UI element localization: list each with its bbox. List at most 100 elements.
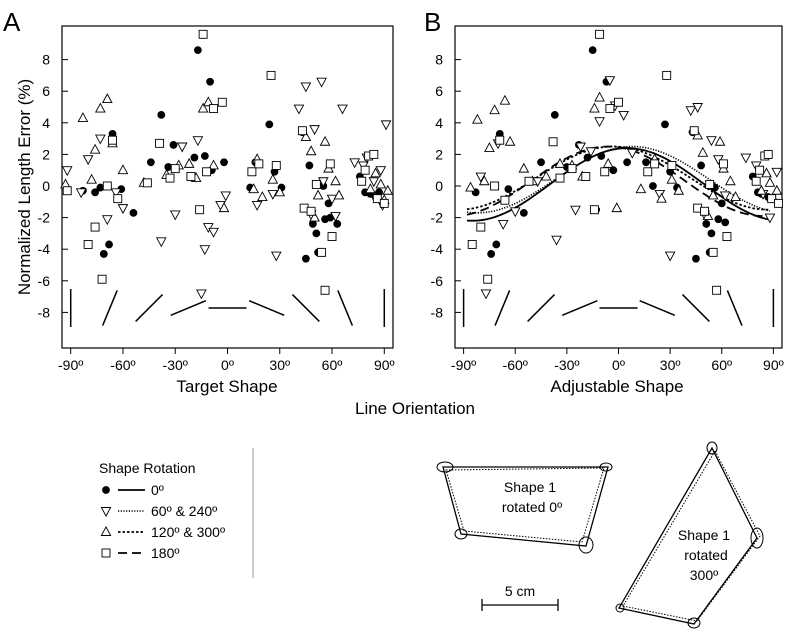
data-point <box>99 250 108 258</box>
data-point <box>379 198 389 208</box>
data-point <box>609 166 618 175</box>
y-tick-label: 2 <box>42 146 50 162</box>
data-point <box>763 149 773 159</box>
data-point <box>497 219 509 230</box>
data-point <box>300 131 312 141</box>
data-point <box>370 167 381 178</box>
data-point <box>490 181 500 191</box>
data-point <box>706 136 717 147</box>
shape-2-label: Shape 1 <box>678 527 730 543</box>
data-point <box>666 173 678 184</box>
data-point <box>771 184 783 195</box>
data-point <box>96 183 105 192</box>
data-point <box>90 222 100 232</box>
data-point <box>368 177 380 188</box>
data-point <box>465 181 476 192</box>
data-point <box>764 176 776 187</box>
data-point <box>492 240 501 249</box>
data-point <box>524 176 534 186</box>
data-point <box>101 215 113 226</box>
data-point <box>360 165 370 175</box>
data-point <box>719 191 731 202</box>
data-point <box>554 157 566 168</box>
vertex-ellipse <box>578 536 594 554</box>
data-point <box>202 96 214 107</box>
data-point <box>476 222 486 232</box>
x-tick-label: -60º <box>503 357 528 373</box>
x-tick-label: 60º <box>322 357 343 373</box>
data-point <box>312 189 324 200</box>
data-point <box>330 212 341 222</box>
data-point <box>202 223 214 234</box>
data-point <box>97 274 107 284</box>
data-point <box>712 285 722 295</box>
data-point <box>714 135 726 146</box>
data-point <box>548 137 558 147</box>
scale-bar-label: 5 cm <box>505 583 535 599</box>
data-point <box>480 289 492 300</box>
vertex-ellipse <box>454 528 468 540</box>
data-point <box>605 104 615 114</box>
panel-b-xlabel: Adjustable Shape <box>550 377 683 396</box>
data-point <box>305 161 314 170</box>
data-point <box>382 184 394 195</box>
data-point <box>697 161 706 170</box>
scale-bar: 5 cm <box>481 583 559 611</box>
data-point <box>500 195 510 205</box>
y-tick-label: -2 <box>431 210 444 226</box>
data-point <box>254 159 264 169</box>
data-point <box>767 194 777 204</box>
data-point <box>155 138 165 148</box>
data-point <box>721 218 730 227</box>
data-point <box>267 173 279 184</box>
shape-2-rotation-label: rotated <box>684 547 728 563</box>
legend-title: Shape Rotation <box>99 460 196 476</box>
y-tick-label: -8 <box>431 304 444 320</box>
y-tick-label: 6 <box>42 83 50 99</box>
data-point <box>170 164 180 174</box>
data-point <box>218 202 230 213</box>
y-axis-title: Normalized Length Error (%) <box>15 79 34 295</box>
data-point <box>372 194 382 204</box>
data-point <box>311 179 321 189</box>
panel-b-data-points <box>465 29 784 300</box>
data-point <box>129 208 138 217</box>
data-point <box>306 206 316 216</box>
data-point <box>755 165 765 175</box>
data-point <box>337 104 348 115</box>
data-point <box>597 152 606 160</box>
legend-marker <box>100 526 112 536</box>
data-point <box>504 135 516 146</box>
panel-a-data-points <box>60 29 394 300</box>
data-point <box>626 148 638 159</box>
data-point <box>585 147 597 158</box>
shape-2-adjusted-outline <box>622 449 761 622</box>
common-xlabel: Line Orientation <box>355 399 475 418</box>
x-tick-label: -30º <box>554 357 579 373</box>
data-point <box>267 189 279 200</box>
data-point <box>673 184 685 195</box>
data-point <box>504 185 513 194</box>
y-tick-label: 2 <box>435 146 443 162</box>
data-point <box>472 113 483 124</box>
data-point <box>309 211 320 222</box>
x-tick-label: -60º <box>110 357 135 373</box>
data-point <box>312 229 321 238</box>
y-tick-label: 6 <box>435 83 443 99</box>
data-point <box>220 158 228 167</box>
data-point <box>117 204 129 215</box>
data-point <box>199 245 211 256</box>
data-point <box>270 251 282 262</box>
data-point <box>198 29 208 39</box>
data-point <box>484 142 495 153</box>
legend-label: 60º & 240º <box>151 503 217 519</box>
y-tick-label: 4 <box>435 115 443 131</box>
data-point <box>316 77 327 88</box>
panel-b-y-axis: -8 -6 -4 -2 0 2 4 6 8 <box>431 52 461 320</box>
data-point <box>256 191 268 202</box>
data-point <box>142 178 152 188</box>
data-point <box>761 167 772 178</box>
data-point <box>333 220 342 228</box>
legend-label: 180º <box>151 545 179 561</box>
